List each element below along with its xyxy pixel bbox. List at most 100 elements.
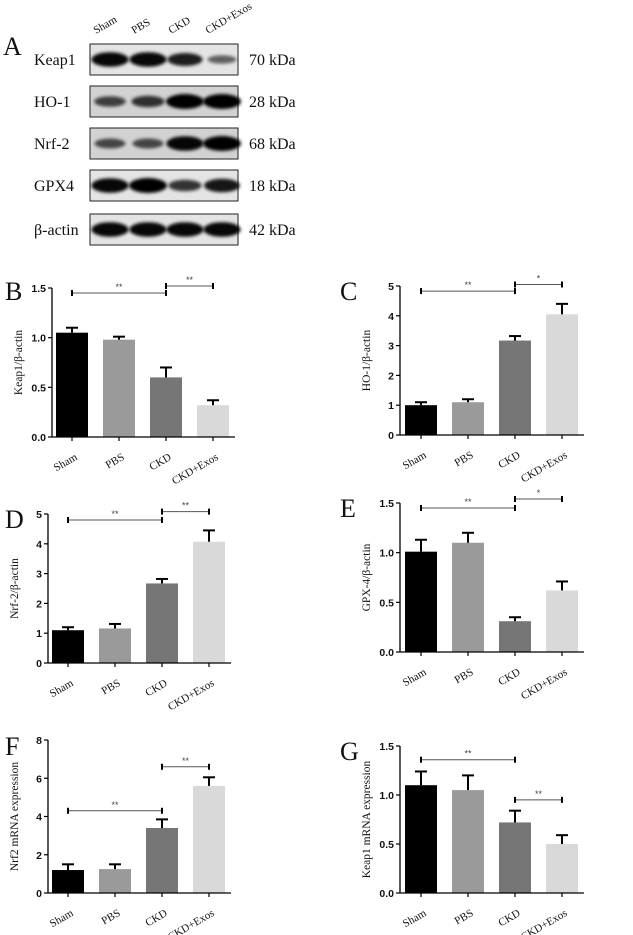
molecular-weight-label: 28 kDa [249, 94, 296, 111]
x-tick-label: CKD [496, 907, 522, 929]
protein-band [94, 138, 126, 149]
protein-band [166, 222, 204, 237]
protein-band [91, 178, 129, 193]
panel-letter: F [5, 732, 19, 761]
x-tick-label: CKD+Exos [166, 677, 217, 713]
y-axis-label: Nrf-2/β-actin [9, 558, 21, 619]
significance-label: ** [535, 789, 543, 799]
bar [546, 314, 578, 435]
bar [193, 541, 225, 663]
bar [499, 822, 531, 893]
protein-band [203, 136, 241, 151]
panel-letter: E [340, 494, 356, 523]
x-tick-label: CKD [147, 451, 173, 473]
molecular-weight-label: 70 kDa [249, 52, 296, 69]
panel-letter: A [3, 32, 22, 61]
protein-band [129, 52, 167, 67]
y-tick-label: 2 [36, 598, 42, 610]
y-tick-label: 4 [36, 812, 42, 824]
significance-label: * [537, 488, 541, 498]
protein-label: GPX4 [34, 178, 74, 195]
bar [405, 405, 437, 435]
protein-band [166, 136, 204, 151]
panel-letter: B [5, 277, 22, 306]
y-tick-label: 6 [36, 773, 42, 785]
protein-label: β-actin [34, 222, 79, 239]
y-tick-label: 4 [36, 539, 42, 551]
x-tick-label: CKD+Exos [519, 449, 570, 485]
protein-band [166, 94, 204, 109]
bar [499, 621, 531, 652]
bar [146, 583, 178, 663]
bar [150, 377, 182, 437]
y-tick-label: 0 [388, 430, 394, 442]
significance-label: ** [464, 280, 472, 290]
significance-label: ** [111, 509, 119, 519]
bar [546, 590, 578, 652]
panel-letter: D [5, 505, 24, 534]
x-tick-label: CKD+Exos [519, 907, 570, 935]
protein-band [168, 179, 202, 192]
y-tick-label: 2 [388, 370, 394, 382]
bar [193, 785, 225, 893]
bar [197, 405, 229, 437]
bar [99, 628, 131, 663]
lane-label: PBS [130, 16, 153, 36]
protein-band [167, 53, 203, 66]
bar [405, 785, 437, 893]
y-tick-label: 0.0 [31, 432, 46, 444]
x-tick-label: CKD [496, 449, 522, 471]
y-tick-label: 0.5 [379, 839, 394, 851]
y-tick-label: 1 [388, 400, 394, 412]
x-tick-label: Sham [401, 449, 429, 472]
y-tick-label: 1.5 [379, 498, 394, 510]
molecular-weight-label: 18 kDa [249, 178, 296, 195]
protein-band [203, 94, 241, 109]
y-tick-label: 0.0 [379, 888, 394, 900]
x-tick-label: CKD [143, 677, 169, 699]
significance-label: ** [115, 282, 123, 292]
y-tick-label: 0.0 [379, 647, 394, 659]
x-tick-label: Sham [48, 677, 76, 700]
lane-label: CKD [167, 15, 193, 37]
y-axis-label: GPX-4/β-actin [361, 543, 373, 611]
x-tick-label: PBS [100, 907, 123, 927]
y-tick-label: 0.5 [31, 382, 46, 394]
bar [405, 551, 437, 652]
panel-letter: G [340, 737, 359, 766]
bar [103, 339, 135, 437]
protein-band [94, 96, 126, 107]
y-tick-label: 0 [36, 888, 42, 900]
protein-band [129, 178, 167, 193]
bar [452, 542, 484, 652]
panel-letter: C [340, 277, 357, 306]
significance-label: ** [464, 497, 472, 507]
bar [546, 844, 578, 893]
x-tick-label: CKD [496, 666, 522, 688]
x-tick-label: PBS [453, 907, 476, 927]
bar [146, 827, 178, 893]
bar [52, 870, 84, 893]
x-tick-label: CKD [143, 907, 169, 929]
y-tick-label: 0 [36, 658, 42, 670]
bar [52, 630, 84, 663]
significance-label: ** [182, 501, 190, 511]
protein-band [207, 55, 237, 64]
bar [452, 402, 484, 435]
x-tick-label: Sham [401, 666, 429, 689]
y-tick-label: 4 [388, 311, 394, 323]
x-tick-label: PBS [453, 449, 476, 469]
protein-label: Keap1 [34, 52, 76, 69]
x-tick-label: PBS [100, 677, 123, 697]
significance-label: ** [182, 756, 190, 766]
y-tick-label: 3 [36, 569, 42, 581]
y-tick-label: 5 [388, 281, 394, 293]
y-tick-label: 3 [388, 341, 394, 353]
bar [56, 332, 88, 437]
